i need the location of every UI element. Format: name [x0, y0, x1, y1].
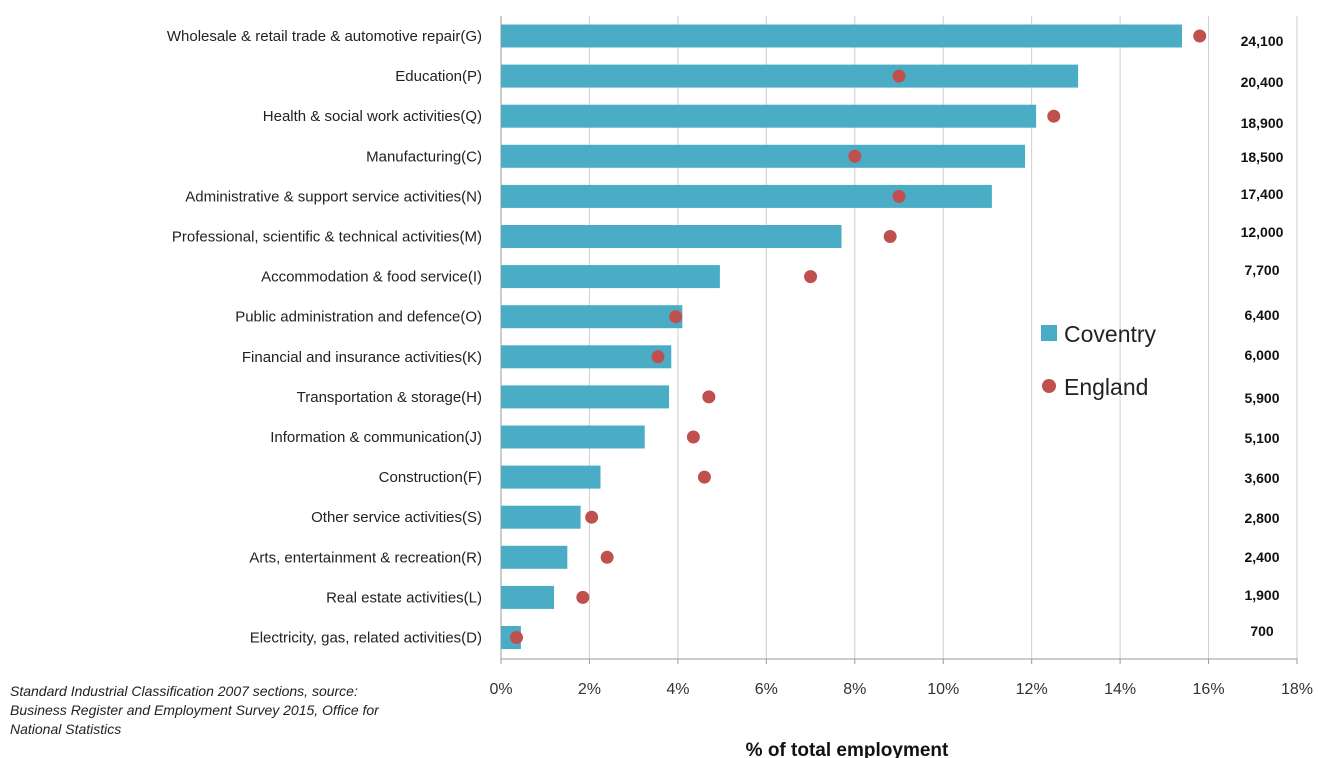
dot-england — [1047, 109, 1061, 123]
dot-england — [892, 69, 906, 83]
dot-england — [883, 230, 897, 243]
category-label: Professional, scientific & technical act… — [172, 229, 482, 246]
category-label: Real estate activities(L) — [326, 589, 482, 606]
dot-england — [848, 149, 862, 163]
x-tick-label: 10% — [927, 681, 959, 698]
employment-count-label: 20,400 — [1241, 74, 1284, 90]
dot-england — [1193, 29, 1207, 43]
bar-coventry — [501, 545, 568, 569]
legend-swatch-coventry — [1041, 325, 1057, 341]
x-tick-label: 6% — [755, 681, 778, 698]
england-dots — [509, 29, 1207, 644]
bar-coventry — [501, 144, 1026, 168]
legend-label-coventry: Coventry — [1064, 321, 1157, 347]
x-tick-label: 0% — [489, 681, 512, 698]
bar-coventry — [501, 465, 601, 489]
employment-count-label: 5,100 — [1244, 430, 1279, 446]
category-label: Electricity, gas, related activities(D) — [250, 630, 482, 647]
employment-count-label: 7,700 — [1244, 262, 1279, 278]
coventry-bars — [501, 24, 1183, 649]
category-label: Information & communication(J) — [270, 429, 482, 446]
x-tick-label: 12% — [1016, 681, 1048, 698]
x-tick-label: 2% — [578, 681, 601, 698]
x-tick-label: 4% — [666, 681, 689, 698]
dot-england — [651, 350, 665, 364]
dot-england — [600, 550, 614, 564]
bar-coventry — [501, 24, 1183, 48]
category-label: Accommodation & food service(I) — [261, 269, 482, 286]
dot-england — [892, 189, 906, 203]
dot-england — [669, 310, 683, 324]
category-labels: Wholesale & retail trade & automotive re… — [167, 28, 482, 647]
employment-count-label: 3,600 — [1244, 470, 1279, 486]
employment-count-label: 18,900 — [1241, 115, 1284, 131]
category-label: Wholesale & retail trade & automotive re… — [167, 28, 482, 45]
employment-count-label: 1,900 — [1244, 587, 1279, 603]
employment-count-label: 18,500 — [1241, 149, 1284, 165]
x-tick-label: 18% — [1281, 681, 1313, 698]
category-label: Other service activities(S) — [311, 509, 482, 526]
legend-label-england: England — [1064, 374, 1148, 400]
employment-count-label: 24,100 — [1241, 33, 1284, 49]
category-label: Arts, entertainment & recreation(R) — [249, 549, 482, 566]
dot-england — [697, 470, 711, 484]
bar-coventry — [501, 225, 842, 248]
legend: Coventry England — [1041, 321, 1157, 400]
source-note: Standard Industrial Classification 2007 … — [10, 683, 379, 737]
bar-coventry — [501, 425, 645, 449]
x-tick-label: 14% — [1104, 681, 1136, 698]
dot-england — [702, 390, 716, 404]
employment-count-label: 2,400 — [1244, 549, 1279, 565]
employment-count-label: 700 — [1250, 623, 1274, 639]
x-tick-label: 16% — [1193, 681, 1225, 698]
x-tick-label: 8% — [843, 681, 866, 698]
employment-count-label: 2,800 — [1244, 510, 1279, 526]
category-label: Administrative & support service activit… — [185, 188, 482, 205]
dot-england — [686, 430, 700, 444]
employment-count-label: 6,400 — [1244, 307, 1279, 323]
bar-coventry — [501, 585, 555, 609]
dot-england — [585, 510, 599, 524]
legend-dot-england — [1042, 379, 1056, 393]
bar-coventry — [501, 305, 683, 329]
bar-coventry — [501, 385, 670, 409]
dot-england — [804, 270, 818, 284]
category-label: Transportation & storage(H) — [297, 389, 482, 406]
x-axis-title: % of total employment — [746, 740, 949, 758]
employment-count-label: 6,000 — [1244, 347, 1279, 363]
employment-count-labels: 24,100 20,400 18,900 18,500 17,400 12,000 7,70… — [1241, 33, 1284, 639]
bar-coventry — [501, 184, 992, 208]
employment-count-label: 5,900 — [1244, 390, 1279, 406]
bar-coventry — [501, 265, 720, 289]
bar-coventry — [501, 505, 581, 529]
dot-england — [576, 590, 590, 604]
bar-coventry — [501, 104, 1037, 128]
category-label: Public administration and defence(O) — [235, 309, 482, 326]
category-label: Education(P) — [395, 68, 482, 85]
category-label: Health & social work activities(Q) — [263, 108, 482, 125]
employment-count-label: 12,000 — [1241, 224, 1284, 240]
x-axis-ticks: 0% 2% 4% 6% 8% 10% 12% 14% 16% 18% — [489, 659, 1313, 698]
employment-count-label: 17,400 — [1241, 186, 1284, 202]
category-label: Financial and insurance activities(K) — [242, 349, 482, 366]
category-label: Manufacturing(C) — [366, 148, 482, 165]
bar-coventry — [501, 64, 1079, 88]
category-label: Construction(F) — [379, 469, 482, 486]
bar-coventry — [501, 345, 672, 369]
dot-england — [509, 631, 523, 644]
